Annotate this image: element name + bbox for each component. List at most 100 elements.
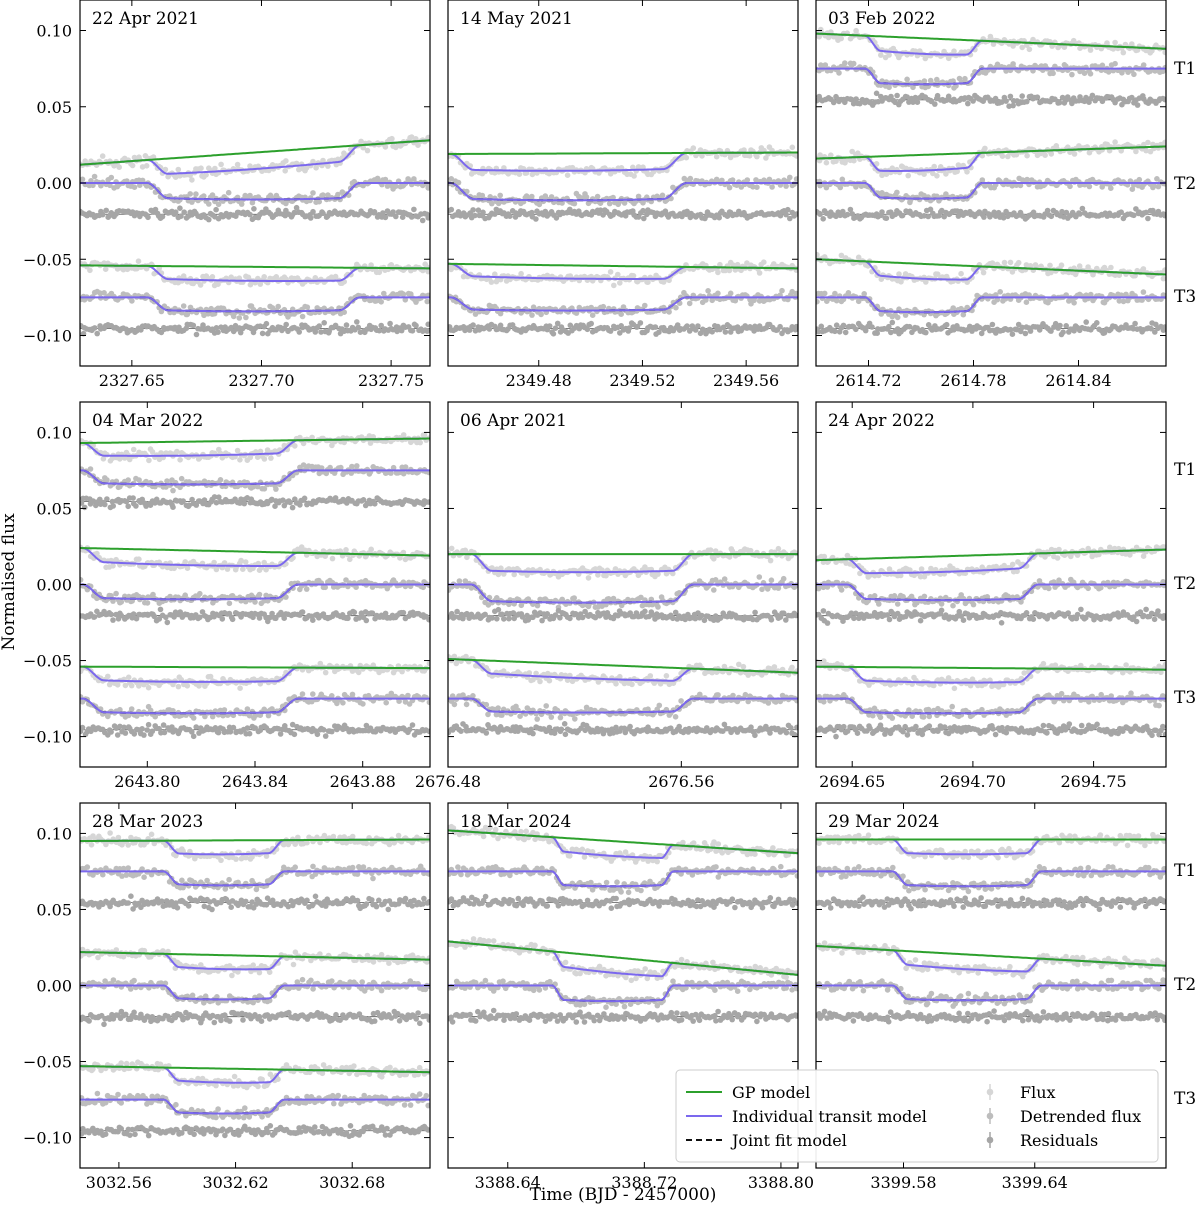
detrended-point [950,78,956,84]
residual-point [607,328,614,334]
detrended-point [1086,183,1093,190]
detrended-point [861,291,867,297]
residual-point [147,502,154,509]
residual-point [695,323,701,329]
residual-point [424,328,430,334]
flux-point [896,271,902,277]
detrended-point [670,184,676,191]
residual-point [641,215,647,222]
residual-point [853,326,859,333]
residual-point [376,327,383,334]
residual-point [554,320,561,327]
detrended-point [304,304,311,311]
detrended-point [583,194,590,200]
residual-point [186,502,192,509]
detrended-point [943,191,949,197]
residual-point [99,211,106,218]
detrended-point [393,183,399,189]
detrended-point [104,477,110,483]
detrended-point [164,478,170,484]
residual-point [312,329,319,335]
flux-point [310,158,316,165]
residual-point [390,209,396,215]
planet-t2 [80,544,430,626]
flux-point [1143,147,1149,154]
residual-point [820,216,826,222]
detrended-point [136,477,142,483]
detrended-point [950,305,956,311]
flux-point [934,173,940,179]
flux-point [816,251,820,258]
flux-point [825,34,832,41]
residual-point [170,504,176,511]
residual-point [114,732,121,738]
flux-point [126,456,133,463]
transit-model-line [80,296,430,313]
detrended-point [833,297,840,304]
flux-point [980,269,987,276]
planet-t1 [80,432,430,511]
residual-point [978,330,985,337]
residual-point [398,327,405,334]
residual-point [215,729,222,736]
detrended-point [261,486,268,492]
flux-point [146,457,152,464]
flux-point [125,674,132,681]
detrended-point [879,190,885,196]
flux-point [823,159,830,166]
flux-point [257,448,264,455]
flux-point [237,685,243,691]
flux-point [364,147,371,154]
residual-point [862,327,869,334]
detrended-point [1154,176,1160,182]
flux-point [329,555,336,562]
detrended-point [489,200,495,207]
detrended-point [221,707,228,713]
flux-point [368,546,375,553]
residual-point [552,325,559,332]
residual-point [635,214,642,220]
detrended-point [117,706,123,713]
residual-point [1089,92,1096,99]
residual-point [103,207,109,214]
residual-point [640,207,646,214]
residual-point [886,323,892,330]
flux-point [1118,148,1124,154]
detrended-point [209,192,216,198]
residual-point [448,206,455,213]
residual-point [110,503,116,509]
residual-point [874,330,880,337]
residual-point [793,211,798,217]
flux-point [879,172,885,179]
detrended-point [1105,69,1112,75]
flux-point [237,457,243,463]
residual-point [1010,102,1016,109]
residual-point [1024,98,1030,105]
flux-point [400,549,407,556]
detrended-point [1139,297,1145,303]
residual-point [567,322,574,329]
detrended-point [87,466,94,472]
residual-point [1132,320,1138,327]
residual-point [912,94,919,101]
residual-point [227,729,234,735]
residual-point [934,92,941,99]
residual-point [955,213,962,219]
detrended-point [497,192,504,199]
detrended-point [353,584,359,590]
residual-point [411,206,417,213]
residual-point [529,209,535,216]
residual-point [533,216,539,222]
flux-point [611,282,617,289]
flux-point [905,172,911,179]
residual-point [413,322,419,329]
flux-point [234,161,241,168]
residual-point [393,213,399,220]
detrended-point [1050,70,1056,77]
detrended-point [1088,291,1094,298]
residual-point [1134,102,1141,108]
planet-t3 [80,258,430,338]
residual-point [873,90,880,97]
flux-point [136,556,142,562]
